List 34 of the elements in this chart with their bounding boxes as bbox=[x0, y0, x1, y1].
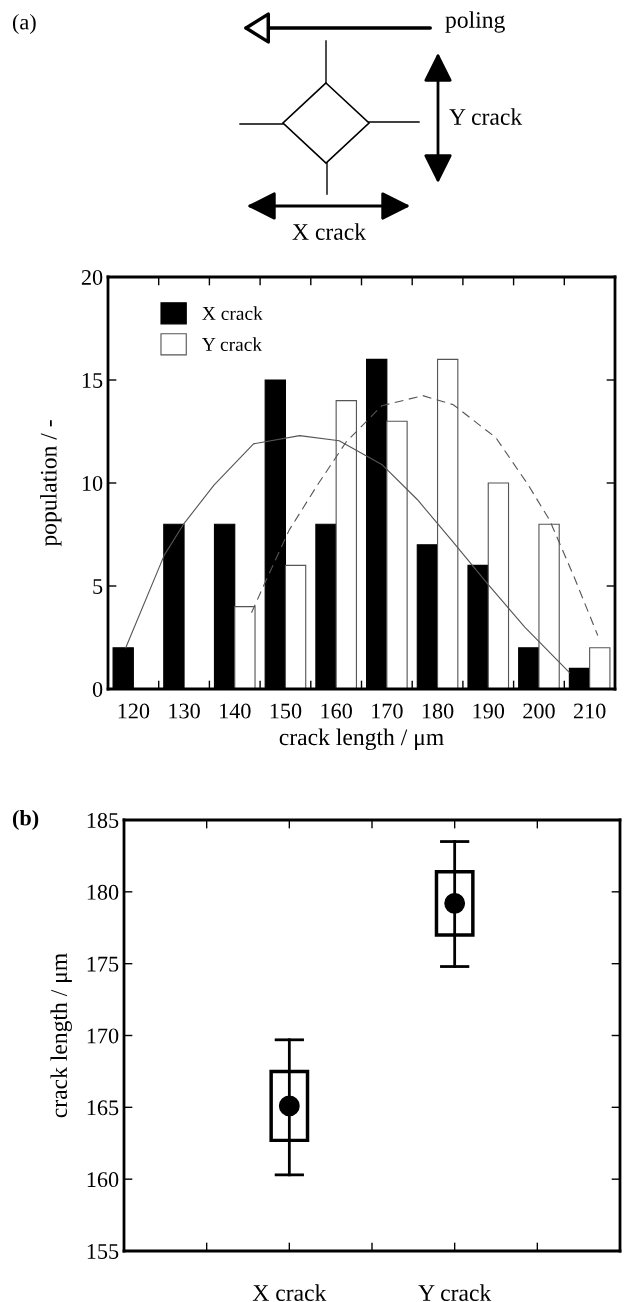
legend-label: Y crack bbox=[202, 337, 263, 352]
x-tick-label: 160 bbox=[321, 703, 352, 719]
text: (a) bbox=[12, 13, 36, 35]
x-tick-label: 180 bbox=[422, 703, 454, 719]
bar bbox=[284, 564, 307, 689]
y-tick-label: 165 bbox=[87, 1100, 119, 1116]
text: Y crack bbox=[449, 108, 523, 125]
y-tick-label: 185 bbox=[87, 812, 119, 828]
legend-label: X crack bbox=[202, 306, 263, 321]
y-axis-title: population / - bbox=[40, 420, 62, 547]
text: poling bbox=[445, 11, 505, 33]
y-tick-label: 170 bbox=[87, 1028, 119, 1044]
x-tick-label: 130 bbox=[169, 703, 200, 719]
x-tick-label: 120 bbox=[118, 703, 150, 719]
y-tick-label: 180 bbox=[87, 884, 119, 900]
y-tick-label: 155 bbox=[87, 1244, 119, 1259]
x-tick-label: 150 bbox=[270, 703, 302, 719]
y-tick-label: 160 bbox=[87, 1172, 119, 1188]
y-axis-title: crack length / μm bbox=[50, 953, 72, 1118]
bar bbox=[589, 647, 611, 689]
y-tick-label: 15 bbox=[82, 373, 103, 388]
y-tick-label: 20 bbox=[81, 269, 103, 285]
text: X crack bbox=[292, 223, 367, 240]
y-tick-label: 0 bbox=[92, 681, 103, 697]
x-tick-label: 140 bbox=[220, 703, 251, 719]
y-tick-label: 10 bbox=[82, 475, 103, 491]
x-tick-label: 200 bbox=[523, 703, 555, 719]
x-tick-label: 190 bbox=[473, 703, 505, 719]
y-tick-label: 175 bbox=[87, 956, 119, 972]
x-axis-title: crack length / μm bbox=[279, 728, 444, 751]
y-tick-label: 5 bbox=[93, 579, 103, 594]
x-tick-label: 210 bbox=[573, 703, 606, 719]
chart-title: (b) bbox=[12, 809, 39, 831]
x-tick-label: 170 bbox=[372, 703, 403, 719]
